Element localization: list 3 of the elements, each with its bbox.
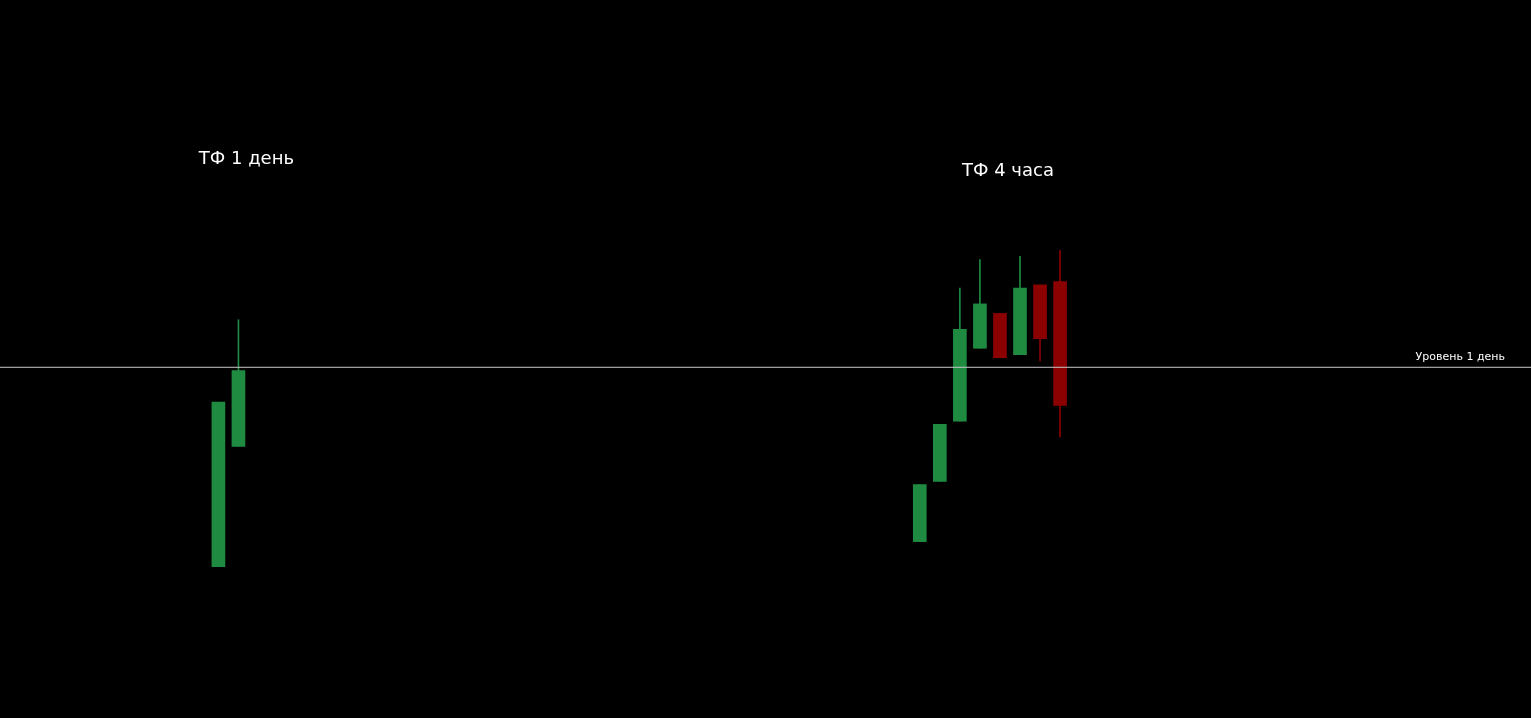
text: ТФ 1 день	[197, 146, 295, 168]
text: ТФ 4 часа	[960, 158, 1054, 180]
ref-line-label: Уровень 1 день	[1415, 349, 1505, 363]
